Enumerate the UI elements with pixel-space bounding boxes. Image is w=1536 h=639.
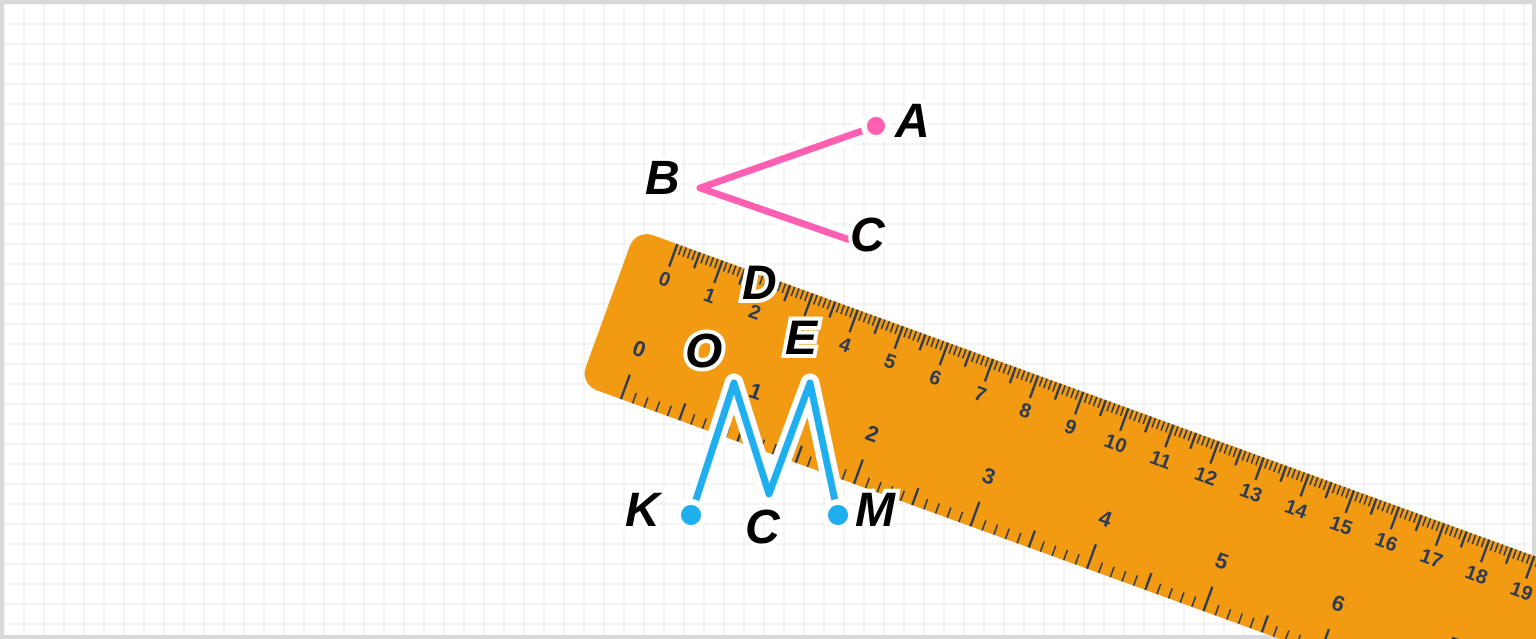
point-label-B: B: [645, 155, 680, 203]
point-label-C1: C: [850, 212, 885, 260]
diagram-stage: 0123456789101112131415161718192021220123…: [0, 0, 1536, 639]
point-label-M: M: [855, 487, 895, 535]
point-label-E: E: [785, 315, 817, 363]
point-label-C2: C: [745, 504, 780, 552]
point-label-D: D: [742, 260, 777, 308]
point-label-A: A: [895, 98, 930, 146]
point-label-O: O: [685, 328, 722, 376]
point-label-K: K: [625, 487, 660, 535]
